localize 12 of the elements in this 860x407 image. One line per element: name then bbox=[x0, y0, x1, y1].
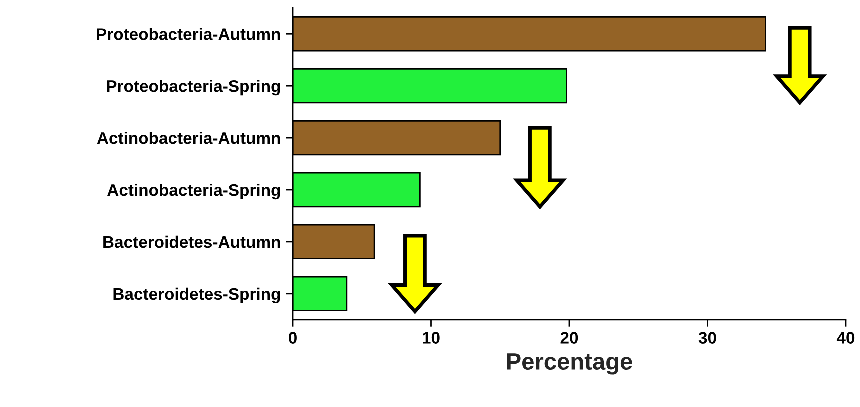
x-tick-label: 20 bbox=[560, 332, 578, 344]
x-tick-label: 40 bbox=[836, 332, 855, 344]
y-tick-label: Actinobacteria-Autumn bbox=[97, 132, 280, 144]
y-tick-label: Bacteroidetes-Spring bbox=[114, 288, 280, 304]
x-tick-label: 0 bbox=[289, 332, 297, 344]
x-axis-title: Percentage bbox=[507, 354, 632, 375]
x-tick-label: 30 bbox=[698, 332, 716, 344]
y-tick-label: Bacteroidetes-Autumn bbox=[104, 236, 280, 248]
y-tick-label: Proteobacteria-Autumn bbox=[97, 28, 280, 40]
y-tick-label: Actinobacteria-Spring bbox=[108, 184, 280, 200]
x-tick-label: 10 bbox=[423, 332, 440, 344]
y-tick-label: Proteobacteria-Spring bbox=[107, 80, 280, 96]
